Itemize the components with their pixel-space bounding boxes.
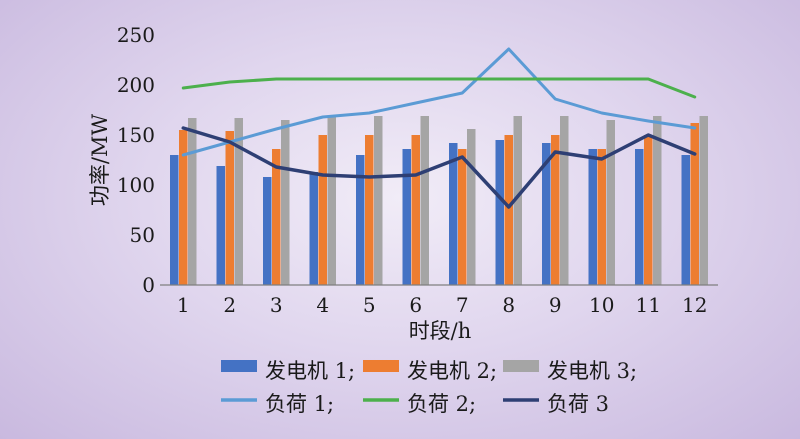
bar-gen2-h7: [458, 149, 467, 285]
bar-gen3-h5: [374, 116, 383, 285]
legend-label-load1: 负荷 1;: [265, 392, 334, 416]
bar-gen1-h8: [495, 140, 504, 285]
bar-gen2-h8: [504, 135, 513, 285]
x-tick-label: 6: [409, 293, 422, 317]
bar-gen1-h3: [263, 177, 272, 285]
bar-gen3-h2: [234, 118, 243, 285]
bar-gen2-h1: [179, 130, 188, 285]
y-axis-title: 功率/MW: [88, 114, 112, 207]
legend: 发电机 1; 发电机 2; 发电机 3; 负荷 1; 负荷 2; 负荷 3: [221, 359, 637, 416]
line-load2: [181, 77, 697, 99]
x-tick-label: 4: [316, 293, 329, 317]
bar-gen1-h2: [216, 166, 225, 285]
bar-gen2-h10: [597, 149, 606, 285]
y-tick-label: 150: [117, 123, 155, 147]
bars-layer: [170, 116, 708, 285]
line-load3: [181, 126, 697, 209]
x-tick-label: 5: [363, 293, 376, 317]
bar-gen2-h3: [272, 149, 281, 285]
bar-gen2-h5: [365, 135, 374, 285]
y-tick-label: 50: [130, 223, 155, 247]
bar-gen1-h11: [635, 149, 644, 285]
x-tick-label: 10: [589, 293, 614, 317]
x-tick-label: 12: [682, 293, 707, 317]
bar-gen1-h1: [170, 155, 179, 285]
bar-gen1-h12: [681, 155, 690, 285]
bar-gen3-h12: [699, 116, 708, 285]
bar-gen3-h11: [653, 116, 662, 285]
bar-gen1-h4: [309, 172, 318, 285]
y-tick-label: 100: [117, 173, 155, 197]
bar-gen2-h12: [690, 123, 699, 285]
legend-label-gen1: 发电机 1;: [265, 359, 355, 383]
bar-gen3-h6: [420, 116, 429, 285]
x-tick-label: 1: [177, 293, 190, 317]
legend-label-load3: 负荷 3: [547, 392, 609, 416]
x-tick-label: 9: [549, 293, 562, 317]
y-tick-label: 250: [117, 23, 155, 47]
bar-gen1-h6: [402, 149, 411, 285]
x-tick-label: 8: [502, 293, 515, 317]
bar-gen3-h3: [281, 120, 290, 285]
x-tick-label: 2: [223, 293, 236, 317]
bar-gen2-h4: [318, 135, 327, 285]
legend-swatch-gen1: [221, 360, 257, 372]
bar-gen3-h10: [606, 120, 615, 285]
bar-gen2-h2: [225, 131, 234, 285]
bar-gen3-h8: [513, 116, 522, 285]
y-tick-label: 200: [117, 73, 155, 97]
lines-layer: [181, 47, 697, 209]
bar-gen2-h11: [644, 135, 653, 285]
bar-gen1-h10: [588, 149, 597, 285]
bar-gen3-h4: [327, 117, 336, 285]
bar-gen2-h9: [551, 135, 560, 285]
bar-gen2-h6: [411, 135, 420, 285]
legend-label-load2: 负荷 2;: [407, 392, 476, 416]
y-tick-label: 0: [142, 273, 155, 297]
x-tick-label: 11: [636, 293, 661, 317]
bar-gen3-h7: [467, 129, 476, 285]
bar-gen1-h7: [449, 143, 458, 285]
bar-gen1-h9: [542, 143, 551, 285]
bar-gen1-h5: [356, 155, 365, 285]
legend-label-gen2: 发电机 2;: [407, 359, 497, 383]
line-load1: [181, 47, 697, 157]
legend-swatch-gen2: [363, 360, 399, 372]
x-tick-label: 7: [456, 293, 469, 317]
x-tick-label: 3: [270, 293, 283, 317]
bar-gen3-h9: [560, 116, 569, 285]
bar-gen3-h1: [188, 118, 197, 285]
x-axis-title: 时段/h: [409, 319, 472, 343]
legend-label-gen3: 发电机 3;: [547, 359, 637, 383]
legend-swatch-gen3: [503, 360, 539, 372]
